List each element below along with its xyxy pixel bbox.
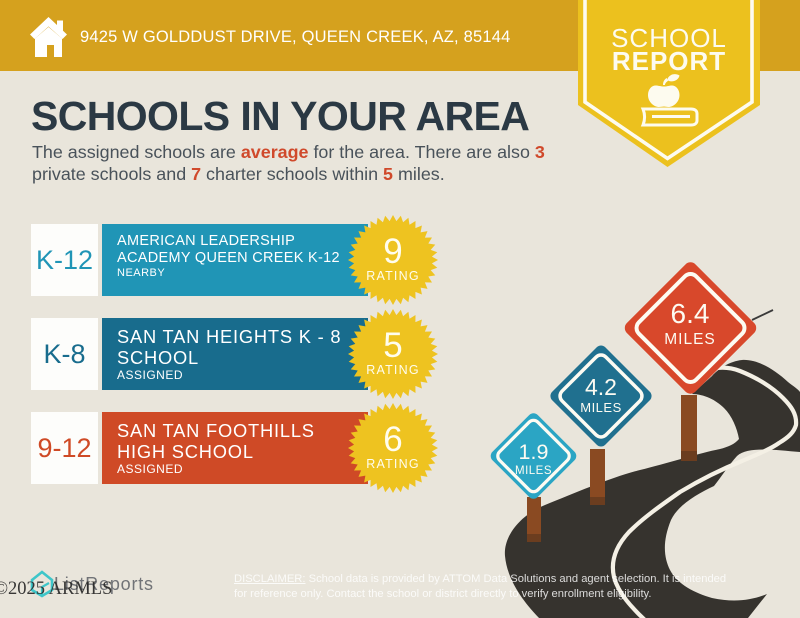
svg-text:SCHOOL: SCHOOL <box>611 23 727 53</box>
svg-text:REPORT: REPORT <box>612 46 726 76</box>
svg-text:MILES: MILES <box>515 465 552 477</box>
svg-text:4.2: 4.2 <box>585 374 617 400</box>
svg-text:6.4: 6.4 <box>671 298 710 329</box>
svg-text:MILES: MILES <box>664 331 716 348</box>
svg-text:MILES: MILES <box>580 400 622 415</box>
svg-text:1.9: 1.9 <box>519 440 549 464</box>
